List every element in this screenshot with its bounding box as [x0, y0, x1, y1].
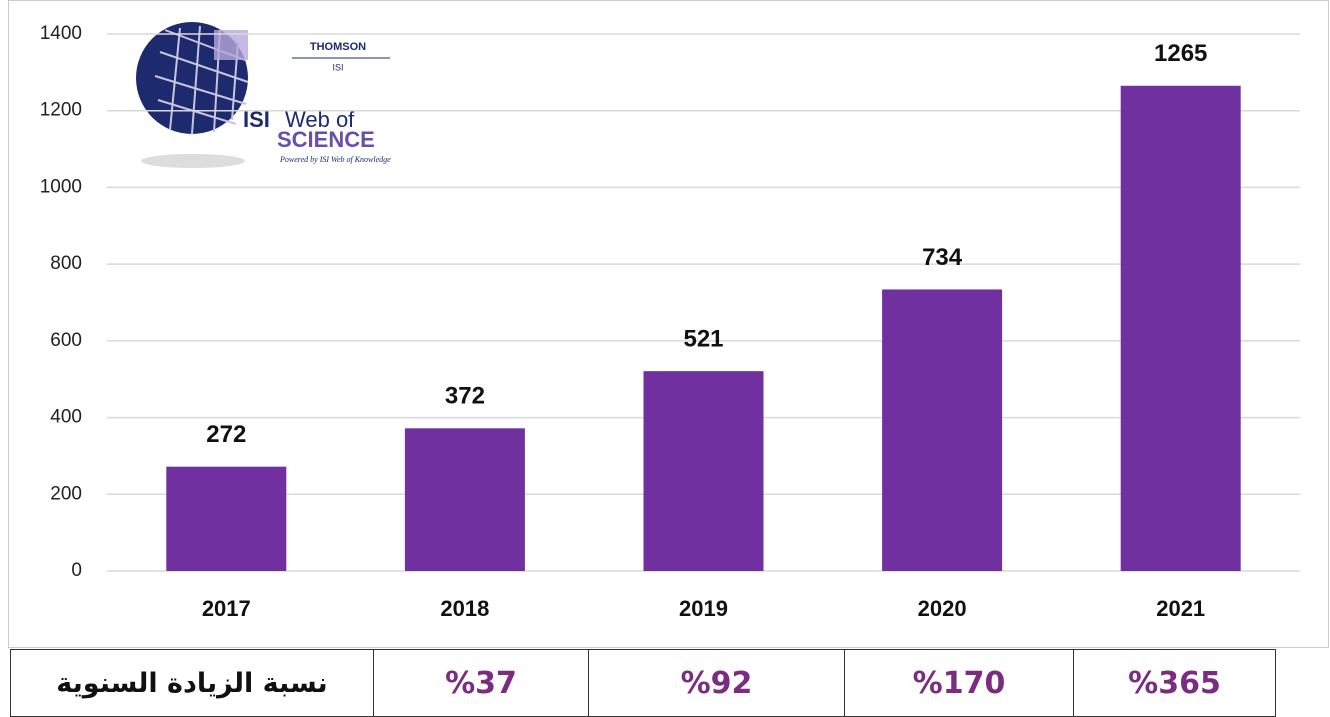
logo-tagline: Powered by ISI Web of Knowledge: [279, 155, 391, 164]
logo-shadow: [141, 154, 245, 168]
table-cell: %365: [1073, 649, 1276, 717]
bar: [404, 428, 525, 571]
logo-company-sub: ISI: [332, 62, 343, 72]
y-tick-label: 0: [71, 560, 82, 581]
bar: [1120, 85, 1241, 572]
data-label: 372: [445, 383, 485, 410]
table-row: نسبة الزيادة السنوية %37 %92 %170 %365: [10, 649, 1276, 717]
table-cell: %170: [844, 649, 1074, 717]
y-tick-label: 1000: [40, 176, 82, 197]
x-tick-label: 2017: [202, 596, 251, 621]
logo-name-3: SCIENCE: [277, 127, 375, 152]
y-tick-label: 1200: [40, 100, 82, 121]
logo: THOMSON ISI ISI Web of SCIENCE Powered b…: [136, 22, 391, 168]
bar: [166, 466, 287, 571]
increase-table: نسبة الزيادة السنوية %37 %92 %170 %365: [10, 649, 1276, 717]
x-tick-label: 2018: [440, 596, 489, 621]
table-cell: %92: [588, 649, 845, 717]
logo-grid: [154, 25, 249, 135]
y-tick-label: 600: [50, 330, 82, 351]
y-tick-label: 800: [50, 253, 82, 274]
y-tick-label: 1400: [40, 23, 82, 44]
y-tick-label: 200: [50, 483, 82, 504]
data-label: 1265: [1154, 40, 1207, 67]
y-tick-label: 400: [50, 407, 82, 428]
logo-tiles: [214, 30, 248, 60]
x-tick-label: 2021: [1156, 596, 1205, 621]
logo-company: THOMSON: [310, 41, 366, 53]
data-label: 521: [683, 326, 723, 353]
x-tick-label: 2020: [918, 596, 967, 621]
data-label: 272: [206, 421, 246, 448]
bar: [882, 289, 1003, 571]
data-label: 734: [922, 244, 963, 271]
chart: THOMSON ISI ISI Web of SCIENCE Powered b…: [8, 0, 1329, 648]
table-header: نسبة الزيادة السنوية: [10, 649, 374, 717]
table-cell: %37: [373, 649, 589, 717]
bar: [643, 371, 764, 571]
x-tick-label: 2019: [679, 596, 728, 621]
